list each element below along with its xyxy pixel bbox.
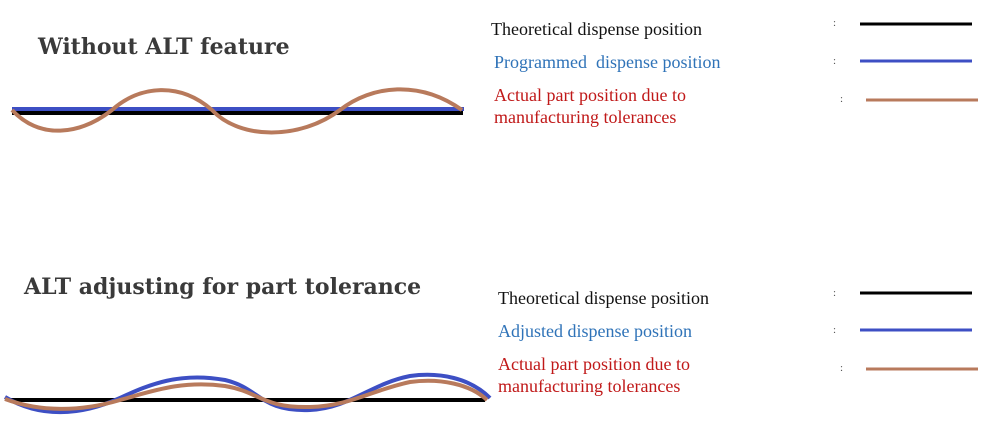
panel2-title: ALT adjusting for part tolerance bbox=[24, 274, 422, 300]
panel1-legend-programmed-label: Programmed dispense position bbox=[494, 52, 721, 72]
panel2-legend-actual-colon: : bbox=[840, 362, 844, 374]
panel1-actual-wave bbox=[10, 87, 464, 135]
panel2-legend-theoretical-colon: : bbox=[833, 287, 837, 299]
panel1-legend-programmed-colon: : bbox=[833, 55, 837, 67]
panel1-title: Without ALT feature bbox=[38, 34, 290, 60]
panel2-legend-adjusted-label: Adjusted dispense position bbox=[498, 321, 692, 341]
panel1-legend-theoretical-label: Theoretical dispense position bbox=[491, 19, 702, 39]
panel2-actual-wave bbox=[4, 378, 489, 411]
panel2-legend-actual-label: Actual part position due to manufacturin… bbox=[498, 354, 690, 396]
panel2-legend-adjusted-colon: : bbox=[833, 324, 837, 336]
panel2-legend-theoretical-label: Theoretical dispense position bbox=[498, 288, 709, 308]
panel1-legend-actual-label: Actual part position due to manufacturin… bbox=[494, 85, 686, 127]
panel1-legend-theoretical-colon: : bbox=[833, 17, 837, 29]
panel1-legend-actual-colon: : bbox=[840, 93, 844, 105]
